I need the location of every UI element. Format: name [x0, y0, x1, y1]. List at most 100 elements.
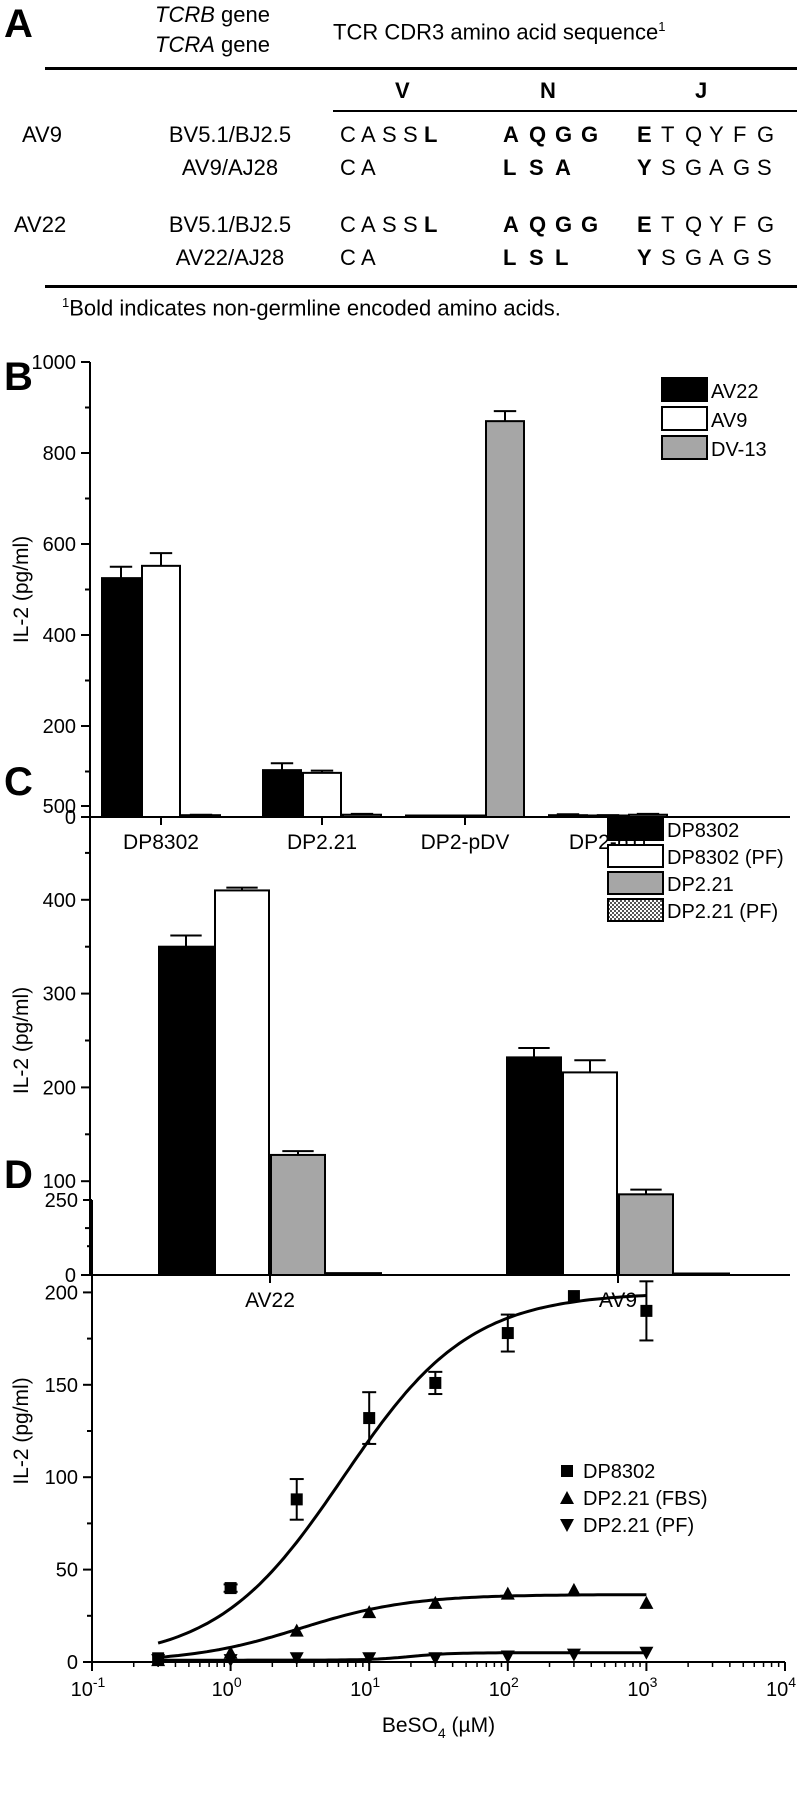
legend-label: DP2.21 (PF) — [583, 1515, 694, 1537]
amino-acid: L — [503, 245, 517, 270]
amino-acid: Q — [529, 212, 547, 237]
scatter-chart-D: 0 50 100 150 200 250 IL-2 (pg/ml) 10-1 100 101 102… — [10, 1190, 796, 1741]
legend-label: DP2.21 — [667, 874, 734, 896]
amino-acid: G — [581, 212, 599, 237]
data-point — [639, 1595, 654, 1609]
cdr3-title-text: TCR CDR3 amino acid sequence — [333, 19, 659, 45]
tcrb-gene-suffix: gene — [214, 2, 270, 27]
legend-label: DV-13 — [711, 439, 767, 461]
footnote-text: Bold indicates non-germline encoded amin… — [69, 295, 561, 321]
legend-swatch — [661, 406, 708, 431]
table-bottom-rule — [45, 285, 797, 288]
x-axis-label: BeSO4 (µM) — [382, 1714, 495, 1741]
col-n-header: N — [540, 78, 556, 103]
y-tick-label: 600 — [43, 534, 76, 556]
bar — [101, 577, 141, 818]
amino-acid: G — [685, 155, 703, 180]
amino-acid: S — [382, 122, 397, 147]
amino-acid: T — [661, 122, 675, 147]
legend-label: DP8302 — [667, 820, 739, 842]
data-point — [566, 1582, 581, 1596]
data-point — [290, 1493, 303, 1506]
amino-acid: S — [529, 245, 544, 270]
amino-acid: S — [757, 245, 772, 270]
panel-letter-c: C — [4, 760, 33, 804]
data-point — [500, 1650, 515, 1664]
amino-acid: Q — [685, 212, 703, 237]
fit-curve — [157, 1294, 647, 1645]
data-point — [362, 1605, 377, 1619]
amino-acid: A — [361, 122, 376, 147]
amino-acid: A — [555, 155, 571, 180]
bar — [158, 945, 214, 1276]
data-point — [289, 1623, 304, 1637]
legend-marker — [560, 1491, 574, 1504]
bar — [141, 564, 181, 819]
amino-acid: A — [709, 155, 724, 180]
gene-label: BV5.1/BJ2.5 — [168, 212, 292, 237]
x-tick-label: 102 — [489, 1674, 519, 1701]
tcrb-gene-header: TCRB gene — [155, 4, 270, 26]
amino-acid: G — [733, 155, 751, 180]
clone-label: AV9 — [22, 122, 62, 147]
legend-label: DP2.21 (PF) — [667, 901, 778, 923]
amino-acid: Q — [685, 122, 703, 147]
bar — [262, 769, 302, 819]
legend-marker — [560, 1519, 574, 1532]
bar — [506, 1056, 562, 1277]
gene-label: AV22/AJ28 — [175, 245, 285, 270]
amino-acid: L — [503, 155, 517, 180]
amino-acid: G — [581, 122, 599, 147]
amino-acid: S — [403, 212, 418, 237]
tcra-gene-italic: TCRA — [155, 32, 215, 57]
tcra-gene-header: TCRA gene — [155, 34, 270, 56]
y-tick-label: 0 — [65, 807, 76, 829]
legend-swatch — [607, 898, 664, 922]
clone-label: AV22 — [14, 212, 67, 237]
amino-acid: A — [361, 155, 376, 180]
x-tick-label: 103 — [627, 1674, 657, 1701]
y-tick-label: 500 — [43, 796, 76, 818]
amino-acid: A — [361, 212, 376, 237]
amino-acid: A — [503, 122, 519, 147]
data-point — [501, 1327, 514, 1340]
y-tick-label: 400 — [43, 625, 76, 647]
amino-acid: G — [555, 122, 573, 147]
y-tick-label: 250 — [45, 1190, 78, 1212]
vnj-rule — [333, 110, 797, 112]
bar — [214, 889, 270, 1276]
x-tick-label: DP2-pDV — [421, 831, 510, 854]
data-point — [363, 1412, 376, 1425]
bar-chart-B: 0 200 400 600 800 1000 IL-2 (pg/ml) DP8302 DP2.2… — [10, 352, 790, 854]
x-tick-label: AV9 — [599, 1289, 637, 1312]
cdr3-title: TCR CDR3 amino acid sequence1 — [333, 20, 666, 43]
data-point — [639, 1646, 654, 1660]
amino-acid: G — [733, 245, 751, 270]
data-point — [289, 1652, 304, 1666]
tcra-gene-suffix: gene — [214, 32, 270, 57]
bar — [485, 420, 525, 818]
bar — [405, 814, 445, 818]
bar — [445, 814, 485, 818]
bar — [302, 771, 342, 818]
col-j-header: J — [695, 78, 708, 103]
bar — [674, 1272, 730, 1276]
data-point — [640, 1304, 653, 1317]
gene-label: BV5.1/BJ2.5 — [168, 122, 292, 147]
legend-swatch — [661, 435, 708, 460]
legend-label: AV22 — [711, 381, 758, 403]
amino-acid: F — [733, 212, 747, 237]
y-tick-label: 1000 — [32, 352, 77, 374]
y-tick-label: 150 — [45, 1375, 78, 1397]
amino-acid: C — [340, 212, 356, 237]
x-tick-label: 100 — [212, 1674, 242, 1701]
amino-acid: A — [361, 245, 376, 270]
legend-label: DP8302 (PF) — [667, 847, 784, 869]
data-point — [362, 1652, 377, 1666]
tcrb-gene-italic: TCRB — [155, 2, 215, 27]
legend-swatch — [607, 844, 664, 868]
amino-acid: C — [340, 122, 356, 147]
amino-acid: Y — [709, 212, 724, 237]
gene-label: AV9/AJ28 — [181, 155, 279, 180]
